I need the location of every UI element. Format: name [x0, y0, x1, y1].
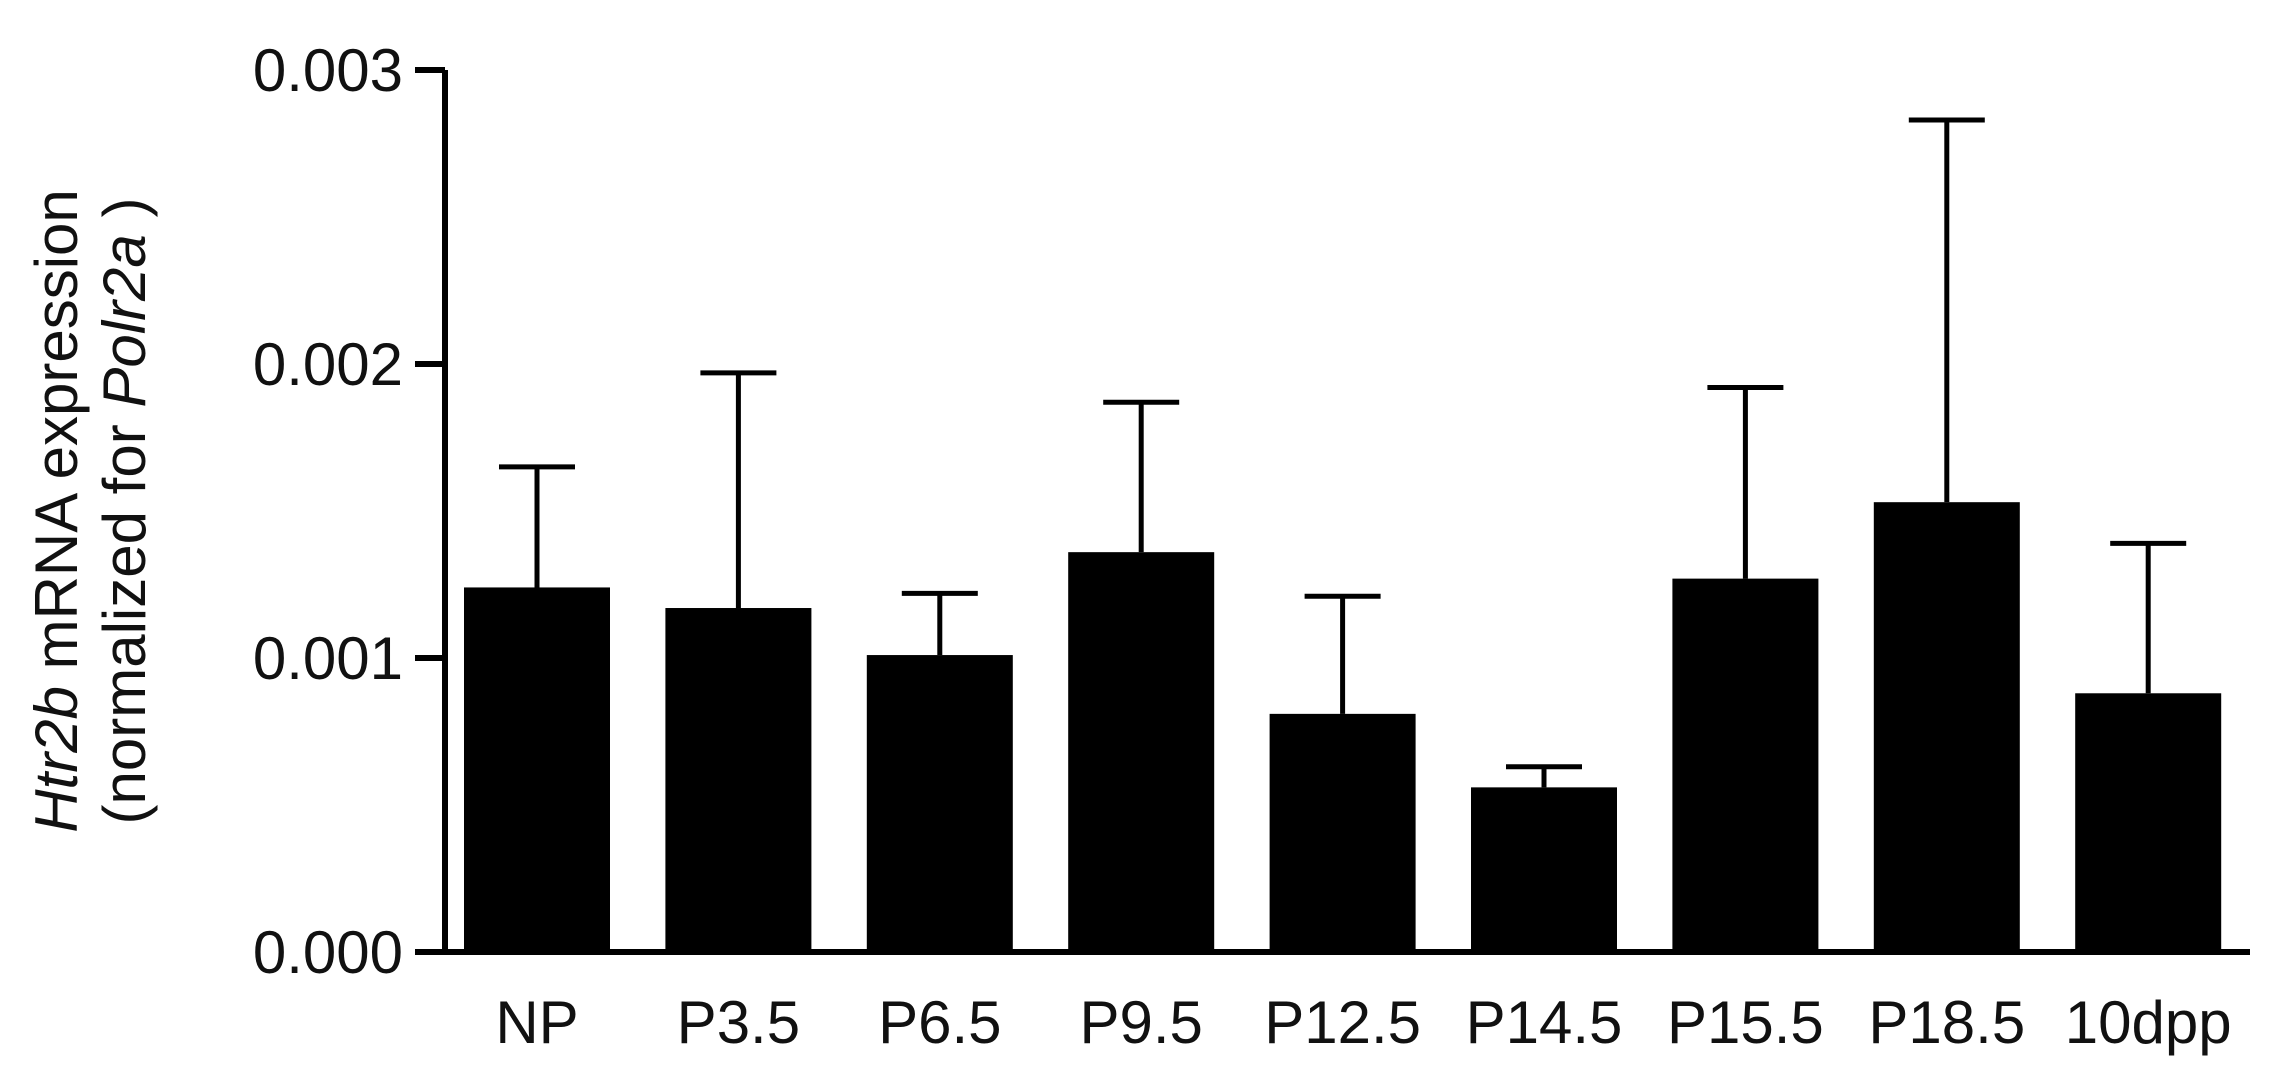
- y-tick-label: 0.003: [253, 37, 403, 104]
- bar: [2075, 693, 2222, 952]
- y-axis-title-line2-part: Polr2a: [91, 234, 158, 407]
- y-axis-title-line2-part: (normalized for: [91, 408, 158, 825]
- y-axis-title-line2: (normalized for Polr2a ): [91, 198, 158, 825]
- error-bars: [499, 117, 2187, 788]
- bar: [1068, 552, 1215, 952]
- x-tick-label: P12.5: [1264, 989, 1421, 1056]
- x-tick-label: P18.5: [1868, 989, 2025, 1056]
- y-axis-title-line2-part: ): [91, 198, 158, 235]
- y-axis: 0.000 0.001 0.002 0.003: [253, 37, 448, 986]
- y-tick-label: 0.002: [253, 331, 403, 398]
- x-tick-label: NP: [495, 989, 578, 1056]
- bar: [665, 608, 812, 952]
- bar: [464, 587, 610, 952]
- x-tick-label: P15.5: [1667, 989, 1824, 1056]
- bar: [866, 655, 1013, 952]
- bar: [1873, 502, 2020, 952]
- x-tick-label: 10dpp: [2065, 989, 2232, 1056]
- x-tick-label: P9.5: [1079, 989, 1202, 1056]
- x-tick-label: P3.5: [677, 989, 800, 1056]
- category-labels: NP P3.5 P6.5 P9.5 P12.5 P14.5 P15.5 P18.5 10dpp: [495, 989, 2231, 1056]
- y-tick-label: 0.000: [253, 919, 403, 986]
- y-axis-title-line1-part: mRNA expression: [23, 189, 90, 686]
- bar: [1672, 578, 1819, 952]
- y-axis-label: Htr2b mRNA expression (normalized for Pol…: [23, 189, 158, 833]
- bar: [1269, 713, 1416, 952]
- y-axis-title-line1-part: Htr2b: [23, 686, 90, 833]
- x-tick-label: P6.5: [878, 989, 1001, 1056]
- bars: [464, 502, 2222, 952]
- y-tick-label: 0.001: [253, 625, 403, 692]
- bar: [1471, 787, 1617, 952]
- x-tick-label: P14.5: [1466, 989, 1623, 1056]
- y-axis-title-line1: Htr2b mRNA expression: [23, 189, 90, 833]
